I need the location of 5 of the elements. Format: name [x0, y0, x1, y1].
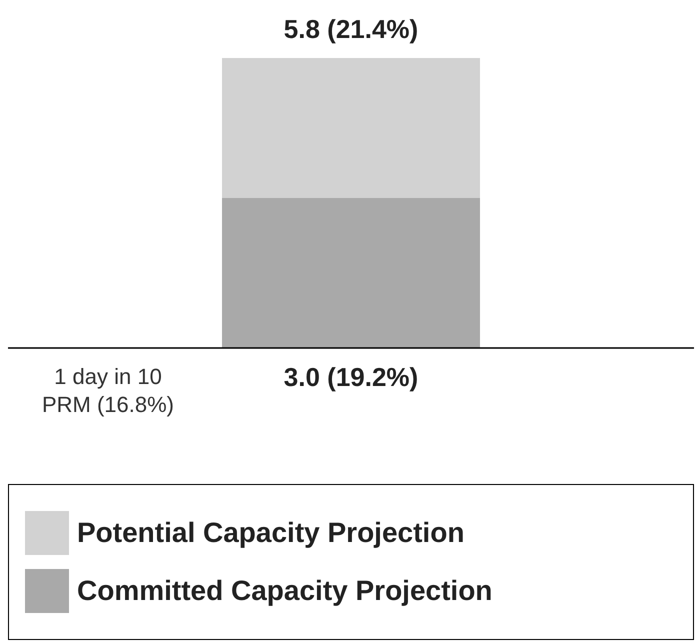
ref-line-label: 1 day in 10 PRM (16.8%)	[42, 364, 174, 417]
total-label: 5.8 (21.4%)	[284, 14, 418, 44]
legend-label: Committed Capacity Projection	[76, 574, 494, 608]
legend-label: Potential Capacity Projection	[76, 516, 466, 550]
data-label: 3.0 (19.2%)	[284, 362, 418, 392]
